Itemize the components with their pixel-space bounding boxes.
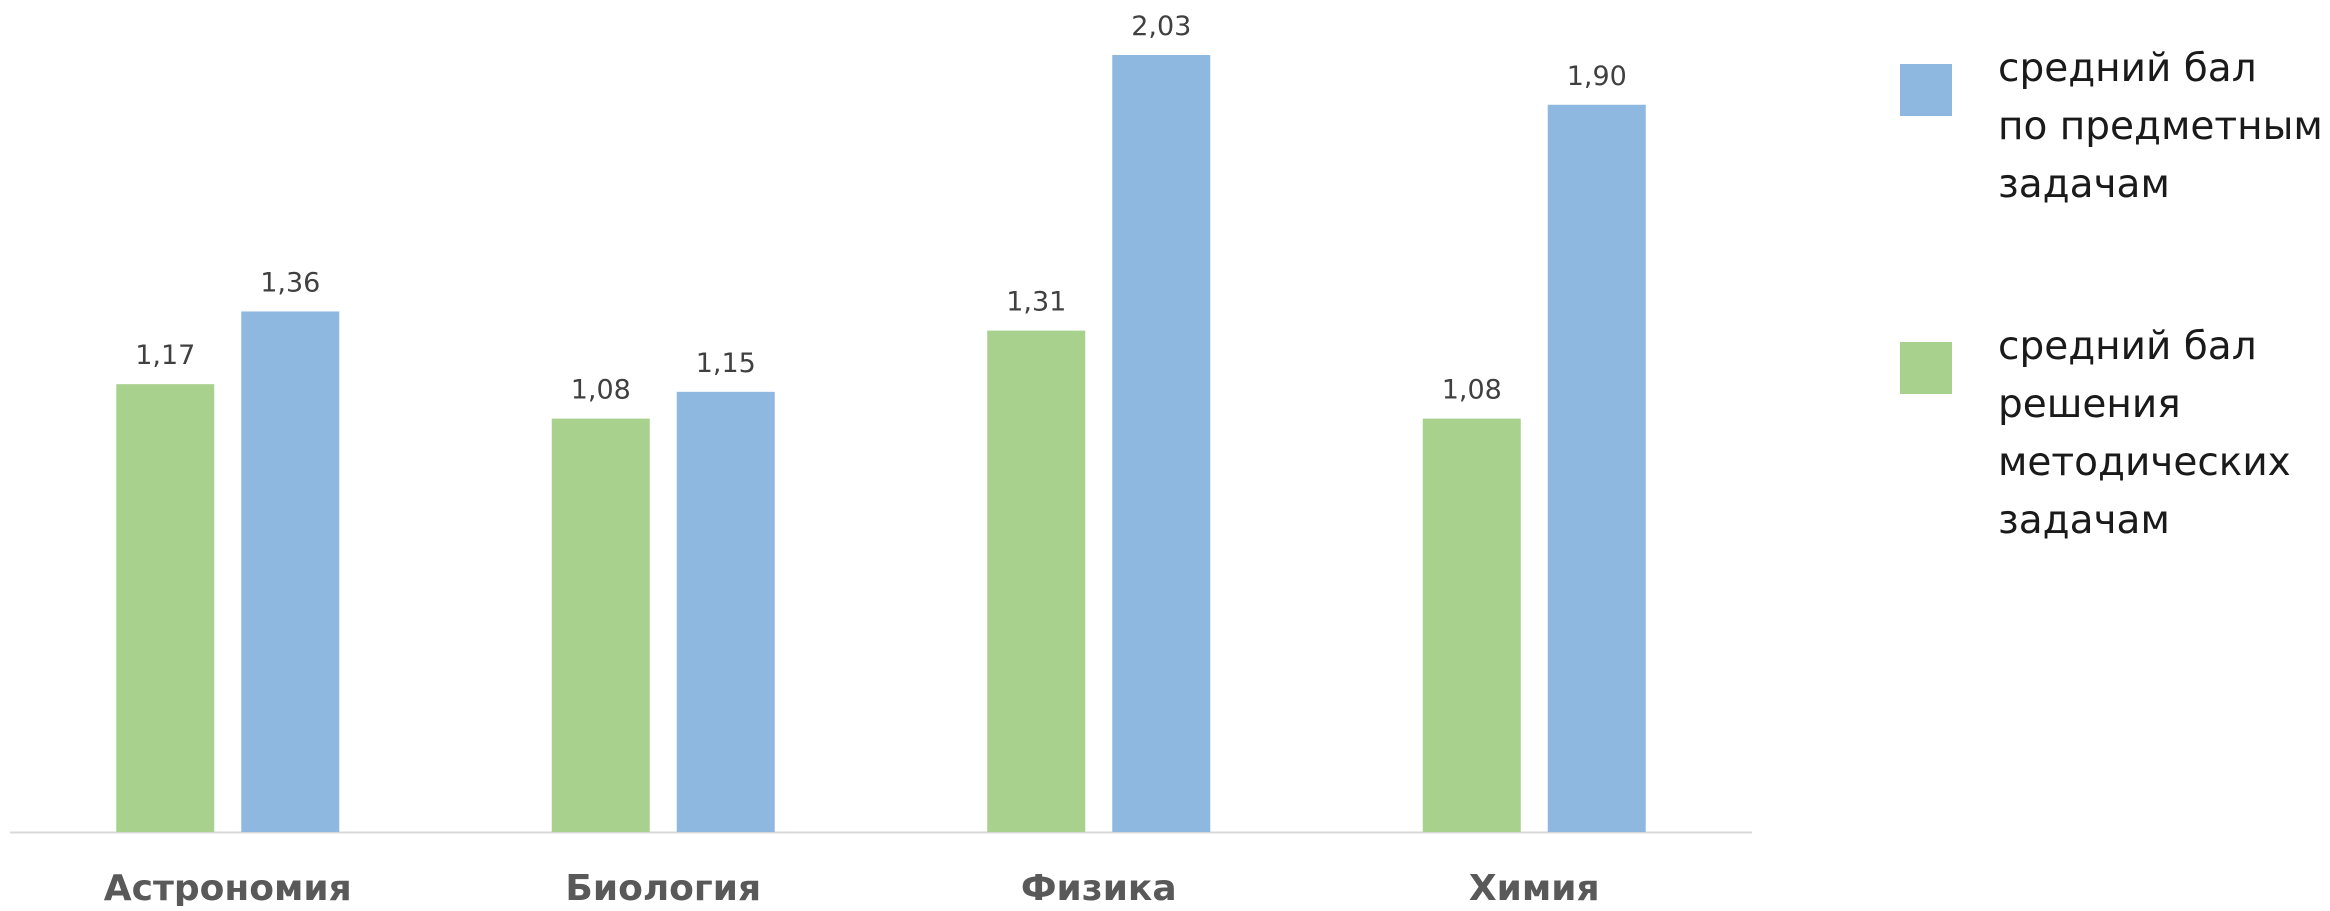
bar-subject-2: [1112, 55, 1211, 832]
bar-methodical-3: [1422, 418, 1521, 832]
data-label-subject-3: 1,90: [1567, 61, 1627, 92]
data-label-subject-1: 1,15: [696, 348, 756, 379]
data-label-methodical-1: 1,08: [571, 375, 631, 406]
data-label-subject-0: 1,36: [260, 267, 320, 298]
category-label-1: Биология: [565, 868, 761, 906]
category-label-0: Астрономия: [104, 868, 352, 906]
data-label-subject-2: 2,03: [1131, 11, 1191, 42]
bar-subject-3: [1547, 104, 1646, 833]
bar-subject-0: [241, 311, 340, 833]
bar-subject-1: [676, 391, 775, 832]
legend-label-methodical-tasks: средний бал решения методических задачам: [1998, 324, 2291, 543]
legend-swatch-subject-tasks: [1900, 64, 1952, 116]
data-label-methodical-3: 1,08: [1442, 375, 1502, 406]
bar-methodical-0: [116, 384, 215, 832]
data-label-methodical-0: 1,17: [135, 340, 195, 371]
bar-methodical-2: [987, 330, 1086, 832]
legend-swatch-methodical-tasks: [1900, 342, 1952, 394]
bar-methodical-1: [551, 418, 650, 832]
data-label-methodical-2: 1,31: [1006, 287, 1066, 318]
category-label-2: Физика: [1021, 868, 1177, 906]
legend-label-subject-tasks: средний бал по предметным задачам: [1998, 46, 2323, 207]
category-label-3: Химия: [1469, 868, 1600, 906]
